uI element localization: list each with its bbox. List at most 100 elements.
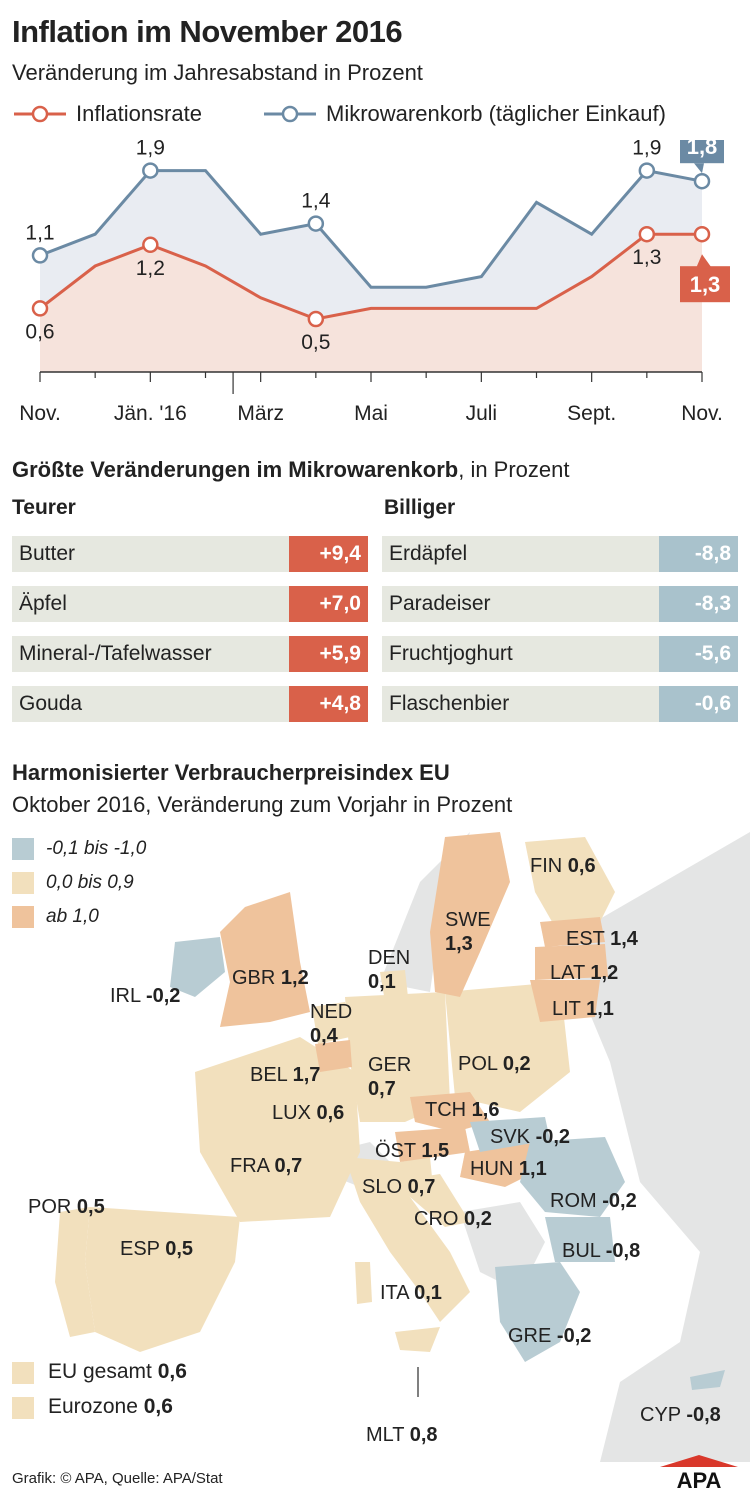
- country-label-irl: IRL -0,2: [110, 985, 180, 1008]
- map-cyp: [690, 1370, 725, 1390]
- inflation-callout-pointer: [696, 254, 712, 269]
- changes-heading-rest: , in Prozent: [458, 457, 570, 482]
- country-value: 1,1: [518, 1158, 547, 1180]
- map-slo: [400, 1157, 432, 1180]
- mikro-data-label: 1,1: [25, 221, 54, 244]
- mikro-point: [142, 162, 159, 179]
- apa-logo: APA: [660, 1455, 738, 1489]
- mikro-point: [307, 215, 325, 232]
- legend-mikro-label: Mikrowarenkorb (täglicher Einkauf): [326, 101, 666, 126]
- teurer-row: Mineral-/Tafelwasser +5,9: [12, 636, 368, 672]
- country-value: 0,2: [464, 1208, 492, 1230]
- map-sardinia: [355, 1262, 372, 1304]
- map-esp: [85, 1207, 240, 1352]
- inflation-data-label: 1,2: [136, 257, 165, 280]
- eurozone-swatch: [12, 1397, 34, 1419]
- country-label-est: EST 1,4: [566, 928, 638, 951]
- billiger-heading: Billiger: [384, 496, 456, 519]
- country-code: LIT: [552, 998, 581, 1020]
- teurer-row: Gouda +4,8: [12, 686, 368, 722]
- billiger-item-value: -5,6: [659, 636, 738, 672]
- country-code: BUL: [562, 1240, 601, 1262]
- country-label-mlt: MLT 0,8: [366, 1424, 438, 1447]
- eurozone-label: Eurozone: [48, 1395, 138, 1418]
- country-value: 1,3: [445, 933, 473, 955]
- eu-map: [55, 832, 750, 1462]
- changes-heading: Größte Veränderungen im Mikrowarenkorb, …: [12, 457, 570, 483]
- legend-low-label: 0,0 bis 0,9: [46, 872, 134, 893]
- country-code: ESP: [120, 1238, 160, 1260]
- x-tick-label: Jän. '16: [114, 402, 187, 425]
- billiger-item-label: Erdäpfel: [389, 542, 468, 565]
- country-value: -0,2: [535, 1126, 571, 1148]
- page-subtitle: Veränderung im Jahresabstand in Prozent: [12, 60, 423, 85]
- inflation-point: [638, 225, 656, 243]
- country-value: 1,2: [280, 967, 309, 989]
- country-label-öst: ÖST 1,5: [375, 1140, 449, 1163]
- mikro-data-label: 1,9: [136, 140, 165, 160]
- teurer-list: Butter +9,4 Äpfel +7,0 Mineral-/Tafelwasser +…: [12, 536, 368, 736]
- country-value: 1,5: [421, 1140, 450, 1162]
- country-label-fra: FRA 0,7: [230, 1155, 302, 1178]
- country-value: 0,5: [165, 1238, 194, 1260]
- teurer-item-label: Gouda: [19, 692, 83, 715]
- country-value: 0,6: [316, 1102, 345, 1124]
- country-value: 0,1: [368, 971, 396, 993]
- country-value: 1,7: [292, 1064, 321, 1086]
- country-value: 0,7: [368, 1078, 396, 1100]
- billiger-item-label: Paradeiser: [389, 592, 491, 615]
- map-ned: [312, 1002, 350, 1044]
- apa-logo-text: APA: [677, 1468, 722, 1489]
- x-tick-label: Mai: [354, 402, 388, 425]
- legend-neg-label: -0,1 bis -1,0: [46, 838, 147, 859]
- credit-line: Grafik: © APA, Quelle: APA/Stat: [12, 1470, 223, 1487]
- mikro-data-label: 1,9: [632, 140, 661, 160]
- country-code: SLO: [362, 1176, 403, 1198]
- country-code: CYP: [640, 1404, 681, 1426]
- teurer-item-label: Butter: [19, 542, 76, 565]
- mikro-callout-value: 1,8: [687, 140, 718, 159]
- country-value: 0,4: [310, 1025, 338, 1047]
- eurozone-total: Eurozone 0,6: [48, 1395, 173, 1419]
- legend-neg-swatch: [12, 838, 34, 860]
- country-value: 1,2: [590, 962, 619, 984]
- inflation-callout-value: 1,3: [690, 272, 721, 297]
- billiger-item-value: -8,8: [659, 536, 738, 572]
- country-label-cro: CRO 0,2: [414, 1208, 492, 1231]
- country-label-bul: BUL -0,8: [562, 1240, 640, 1263]
- teurer-row: Butter +9,4: [12, 536, 368, 572]
- teurer-item-value: +5,9: [289, 636, 368, 672]
- billiger-item-label: Fruchtjoghurt: [389, 642, 513, 665]
- country-code: IRL: [110, 985, 141, 1007]
- country-label-gre: GRE -0,2: [508, 1325, 591, 1348]
- country-code: FIN: [530, 855, 563, 877]
- billiger-row: Fruchtjoghurt -5,6: [382, 636, 738, 672]
- country-value: -0,8: [605, 1240, 641, 1262]
- legend-inflation-label: Inflationsrate: [76, 101, 202, 126]
- x-tick-label: Sept.: [567, 402, 616, 425]
- page-title: Inflation im November 2016: [12, 14, 403, 49]
- mikro-point: [693, 172, 711, 190]
- eu-total-swatch: [12, 1362, 34, 1384]
- country-code: EST: [566, 928, 605, 950]
- eu-subheading: Oktober 2016, Veränderung zum Vorjahr in…: [12, 792, 513, 817]
- mikro-callout-box: [680, 140, 724, 164]
- country-value: 0,2: [502, 1053, 531, 1075]
- map-ita: [345, 1157, 470, 1322]
- mikro-point: [638, 162, 656, 179]
- country-label-fin: FIN 0,6: [530, 855, 596, 878]
- billiger-list: Erdäpfel -8,8 Paradeiser -8,3 Fruchtjoghurt -…: [382, 536, 738, 736]
- country-label-hun: HUN 1,1: [470, 1158, 547, 1181]
- map-bul: [545, 1217, 615, 1262]
- country-code: POR: [28, 1196, 72, 1218]
- country-value: -0,2: [602, 1190, 637, 1212]
- map-fra: [195, 1037, 360, 1222]
- inflation-point: [31, 300, 49, 317]
- eu-total-value: 0,6: [157, 1360, 187, 1383]
- country-code: HUN: [470, 1158, 514, 1180]
- country-code: SWE: [445, 909, 491, 931]
- inflation-area: [40, 234, 702, 372]
- map-sicily: [395, 1327, 440, 1352]
- country-code: SVK: [490, 1126, 531, 1148]
- eu-total-label: EU gesamt: [48, 1360, 152, 1383]
